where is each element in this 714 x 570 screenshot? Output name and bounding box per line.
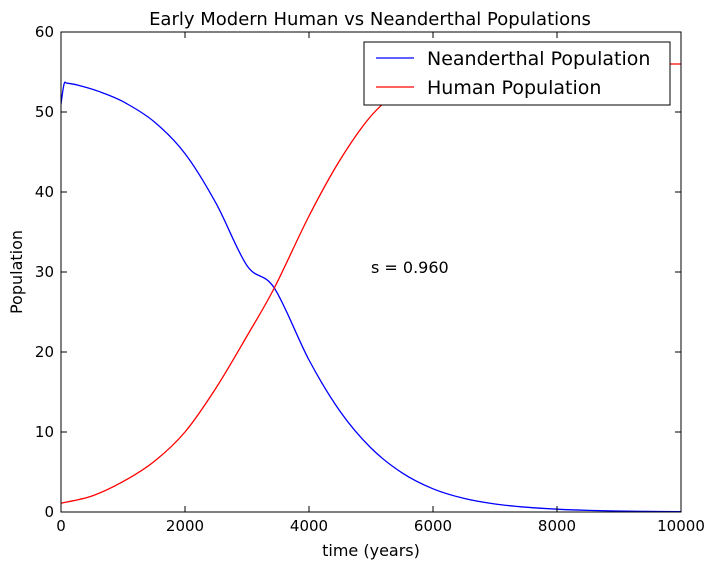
legend-label-1: Human Population (427, 77, 601, 99)
annotation-text: s = 0.960 (371, 258, 449, 277)
series-line-0 (61, 81, 681, 512)
x-tick-label: 6000 (414, 517, 452, 535)
y-axis-label: Population (7, 230, 26, 314)
x-tick-label: 10000 (657, 517, 705, 535)
y-tick-label: 40 (35, 183, 54, 201)
y-tick-label: 60 (35, 23, 54, 41)
axis-ticks: 0 2000 4000 6000 8000 10000 0 10 20 30 40 50 60 (35, 23, 705, 535)
y-tick-label: 0 (44, 503, 54, 521)
x-axis-label: time (years) (322, 541, 420, 560)
legend: Neanderthal Population Human Population (363, 41, 671, 106)
chart-title: Early Modern Human vs Neanderthal Popula… (149, 9, 591, 30)
y-tick-label: 20 (35, 343, 54, 361)
x-tick-label: 0 (56, 517, 66, 535)
legend-label-0: Neanderthal Population (427, 48, 650, 70)
x-tick-label: 2000 (166, 517, 204, 535)
x-tick-label: 4000 (290, 517, 328, 535)
y-tick-label: 30 (35, 263, 54, 281)
x-tick-label: 8000 (538, 517, 576, 535)
y-tick-label: 10 (35, 423, 54, 441)
legend-box (363, 41, 671, 106)
y-tick-label: 50 (35, 103, 54, 121)
